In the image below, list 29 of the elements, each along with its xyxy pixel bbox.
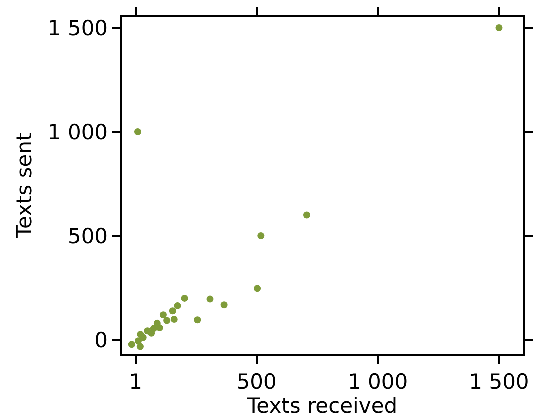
point [254, 285, 262, 292]
point [154, 320, 161, 327]
point [174, 302, 182, 310]
point [140, 334, 147, 342]
x-tick-label: 1 [129, 370, 143, 394]
x-tick-label: 1 000 [348, 370, 408, 394]
point [181, 294, 188, 302]
y-tick-label: 1 000 [48, 120, 108, 144]
x-axis-title: Texts received [246, 394, 398, 418]
point [134, 128, 142, 136]
x-tick-label: 500 [236, 370, 277, 394]
point [194, 316, 202, 324]
point [169, 308, 176, 315]
point [206, 296, 214, 303]
x-tick-label: 1 500 [469, 370, 530, 394]
point [164, 317, 171, 324]
point [160, 312, 167, 319]
point [496, 24, 503, 32]
y-tick-label: 1 500 [48, 16, 108, 40]
point [258, 232, 265, 240]
y-tick-label: 500 [68, 224, 108, 248]
point [144, 328, 152, 335]
point [303, 212, 310, 219]
point [128, 341, 136, 348]
y-axis-title: Texts sent [12, 132, 37, 240]
y-tick-label: 0 [94, 328, 108, 352]
point [136, 343, 144, 350]
point [220, 302, 228, 309]
point [170, 316, 178, 323]
